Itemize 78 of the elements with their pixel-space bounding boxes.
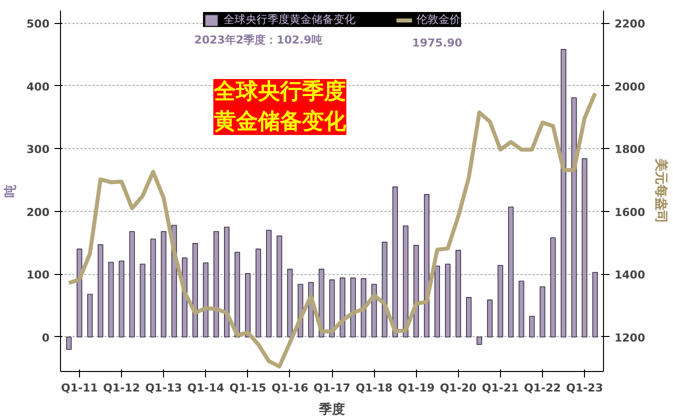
legend-label: 伦敦金价: [416, 12, 460, 27]
bar: [392, 186, 398, 338]
x-tick-label: Q1-14: [187, 382, 225, 394]
bar: [192, 243, 198, 338]
bar: [456, 250, 462, 338]
bar: [340, 278, 346, 338]
y2-axis-title: 美元每盎司: [653, 158, 670, 224]
y-tick-label: 100: [26, 268, 50, 282]
bar: [202, 262, 208, 338]
bar: [256, 248, 262, 338]
bar: [550, 237, 556, 338]
bar: [560, 49, 566, 338]
annotation: 1975.90: [412, 36, 463, 50]
bar: [129, 231, 135, 338]
bar: [140, 264, 146, 338]
bar: [87, 294, 93, 338]
x-tick-label: Q1-22: [524, 382, 561, 394]
y-tick-label: 0: [42, 331, 50, 344]
x-tick-label: Q1-13: [145, 382, 182, 394]
bar: [224, 226, 230, 338]
bar: [329, 279, 335, 338]
bar: [582, 158, 588, 338]
bar: [76, 248, 82, 338]
bar: [571, 97, 577, 338]
bar: [108, 262, 114, 338]
bar: [150, 238, 156, 338]
x-tick-label: Q1-11: [61, 382, 98, 394]
bar: [529, 316, 535, 338]
x-tick-label: Q1-17: [314, 382, 350, 394]
y-axis-title: 吨: [4, 184, 19, 198]
bar: [350, 278, 356, 338]
x-tick-label: Q1-21: [482, 382, 519, 394]
x-tick-label: Q1-12: [103, 382, 140, 394]
legend-label: 全球央行季度黄金储备变化: [224, 12, 356, 27]
x-tick-label: Q1-15: [229, 382, 266, 394]
bar: [266, 230, 272, 338]
bar: [276, 235, 282, 338]
bar: [245, 273, 251, 338]
y-tick-label: 500: [26, 18, 50, 31]
x-tick-label: Q1-19: [398, 382, 435, 394]
y2-tick-label: 2200: [614, 18, 646, 31]
y-tick-label: 400: [26, 80, 50, 94]
text: 全球央行季度黄金储备变化: [212, 78, 347, 135]
bar: [476, 336, 482, 345]
annotation: 2023年2季度：102.9吨: [194, 34, 322, 47]
x-tick-label: Q1-18: [356, 382, 393, 394]
y-tick-label: 200: [26, 206, 50, 219]
bar: [287, 268, 293, 338]
bar: [444, 264, 451, 338]
y2-tick-label: 2000: [614, 80, 646, 94]
bar: [508, 206, 514, 338]
bar: [434, 266, 440, 338]
bar: [592, 272, 598, 338]
y2-tick-label: 1200: [614, 331, 646, 344]
bar: [540, 286, 546, 338]
bar: [402, 225, 408, 338]
bar: [234, 252, 240, 338]
x-tick-label: Q1-16: [271, 382, 309, 394]
bar: [66, 336, 72, 350]
bar: [360, 278, 366, 338]
bar: [382, 242, 388, 338]
bar: [498, 264, 504, 338]
bar: [118, 260, 124, 338]
bar: [413, 244, 419, 338]
bar: [160, 231, 166, 338]
x-tick-label: Q1-23: [566, 382, 604, 394]
bar: [98, 244, 104, 338]
bar: [466, 297, 472, 338]
x-axis-title: 季度: [318, 402, 345, 418]
y2-tick-label: 1400: [614, 268, 646, 282]
bar: [487, 300, 493, 338]
bar: [213, 231, 220, 338]
y-tick-label: 300: [26, 143, 50, 156]
y2-tick-label: 1800: [614, 143, 646, 156]
x-tick-label: Q1-20: [440, 382, 478, 394]
y2-tick-label: 1600: [614, 206, 646, 219]
bar: [424, 194, 430, 338]
bar: [518, 280, 524, 338]
